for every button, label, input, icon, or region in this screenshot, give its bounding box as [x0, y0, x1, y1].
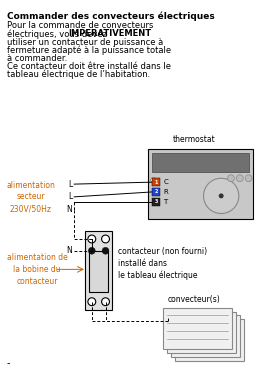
Text: alimentation
secteur
230V/50Hz: alimentation secteur 230V/50Hz [7, 180, 55, 213]
Text: N: N [67, 246, 72, 255]
Bar [151, 198, 160, 206]
Bar [151, 188, 160, 196]
Circle shape [151, 177, 156, 183]
Bar [89, 251, 108, 292]
Text: tableau électrique de l’habitation.: tableau électrique de l’habitation. [7, 70, 150, 79]
Circle shape [88, 235, 96, 243]
Text: Pour la commande de convecteurs: Pour la commande de convecteurs [7, 21, 153, 30]
Circle shape [245, 175, 252, 182]
Text: à commander.: à commander. [7, 54, 67, 63]
Bar [151, 153, 249, 173]
Bar [148, 149, 252, 219]
Text: IMPERATIVEMENT: IMPERATIVEMENT [69, 30, 152, 38]
Circle shape [204, 178, 239, 214]
Circle shape [102, 298, 109, 306]
Bar [167, 312, 236, 353]
Text: utiliser un contacteur de puissance à: utiliser un contacteur de puissance à [7, 38, 163, 46]
Text: fermeture adapté à la puissance totale: fermeture adapté à la puissance totale [7, 46, 171, 55]
Bar [85, 231, 112, 310]
Circle shape [102, 235, 109, 243]
Text: Ce contacteur doit être installé dans le: Ce contacteur doit être installé dans le [7, 62, 170, 71]
Text: 1: 1 [154, 180, 158, 185]
Circle shape [236, 175, 243, 182]
Text: Commander des convecteurs électriques: Commander des convecteurs électriques [7, 12, 214, 21]
Bar [171, 315, 240, 356]
Text: thermostat: thermostat [172, 135, 215, 144]
Bar [163, 307, 232, 349]
Text: R: R [163, 189, 168, 195]
Text: alimentation de
la bobine du
contacteur: alimentation de la bobine du contacteur [7, 253, 67, 286]
Text: L: L [68, 180, 72, 188]
Text: contacteur (non fourni)
installé dans
le tableau électrique: contacteur (non fourni) installé dans le… [118, 247, 208, 280]
Text: 2: 2 [154, 190, 158, 195]
Bar [175, 319, 244, 361]
Circle shape [102, 247, 109, 254]
Bar [151, 178, 160, 186]
Text: électriques, vous devez: électriques, vous devez [7, 30, 109, 39]
Text: N: N [67, 205, 72, 214]
Text: L: L [68, 192, 72, 201]
Text: convecteur(s): convecteur(s) [167, 294, 220, 304]
Circle shape [88, 298, 96, 306]
Text: -: - [7, 358, 10, 368]
Circle shape [88, 247, 95, 254]
Text: T: T [163, 199, 168, 205]
Circle shape [227, 175, 234, 182]
Text: 3: 3 [154, 199, 158, 204]
Text: C: C [163, 179, 168, 185]
Circle shape [219, 193, 224, 198]
